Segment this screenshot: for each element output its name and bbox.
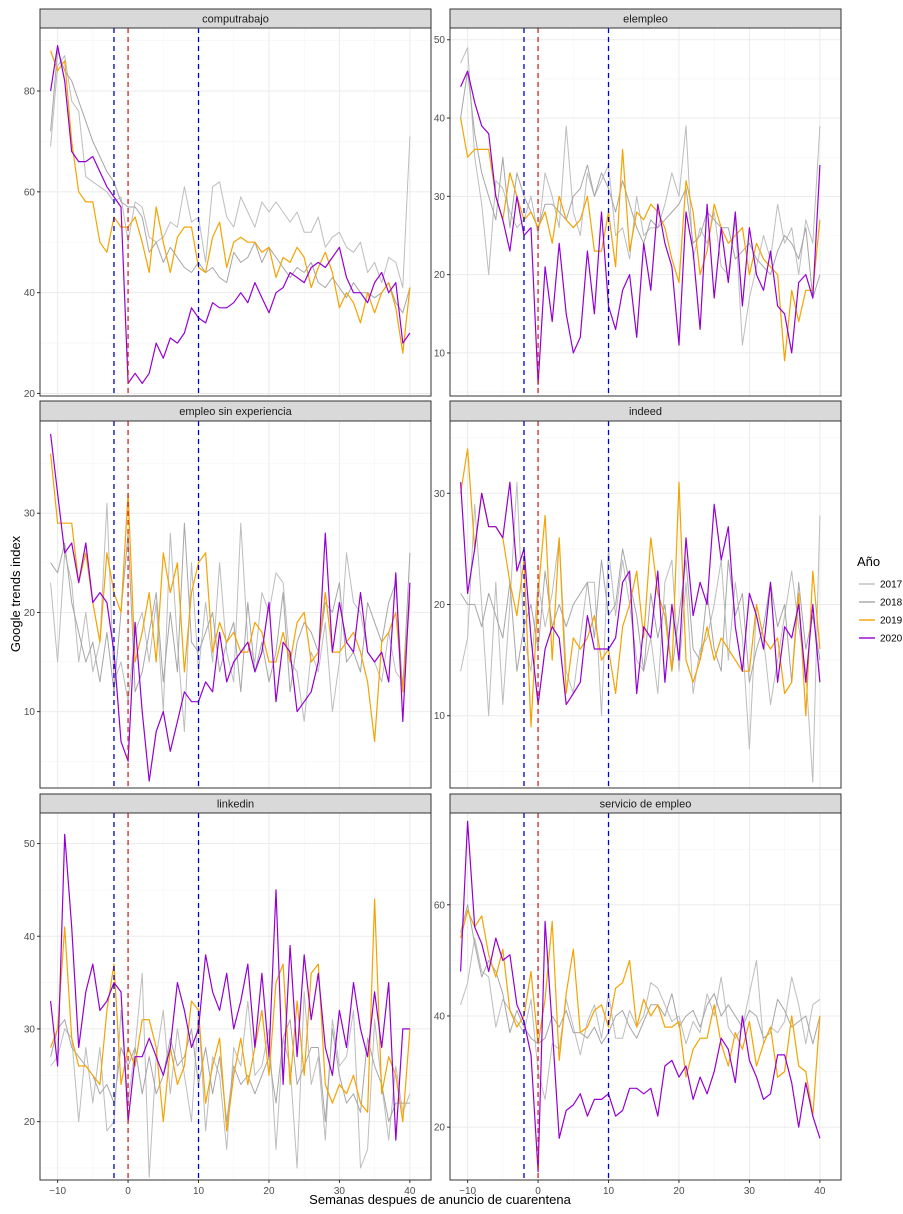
y-tick-label: 20 — [434, 1123, 446, 1134]
facet-title: indeed — [629, 406, 662, 418]
facet-title: servicio de empleo — [600, 799, 692, 811]
facet-title: elempleo — [623, 14, 668, 26]
x-tick-label: 30 — [744, 1186, 756, 1197]
panel-border — [39, 812, 432, 1181]
x-tick-label: 10 — [193, 1186, 205, 1197]
x-tick-label: 20 — [263, 1186, 275, 1197]
legend-label-2019: 2019 — [880, 616, 903, 627]
x-tick-label: 0 — [125, 1186, 131, 1197]
y-tick-label: 60 — [24, 187, 36, 198]
y-tick-label: 50 — [434, 35, 446, 46]
y-tick-label: 30 — [24, 509, 36, 520]
series-line-2018 — [460, 548, 821, 683]
x-tick-label: 30 — [334, 1186, 346, 1197]
x-tick-label: 20 — [673, 1186, 685, 1197]
y-tick-label: 60 — [434, 900, 446, 911]
series-line-2017 — [50, 55, 411, 289]
panel-computrabajo: computrabajo 20 40 60 80 — [24, 8, 432, 400]
y-tick-label: 20 — [24, 608, 36, 619]
series-line-2017 — [460, 481, 821, 783]
y-tick-label: 40 — [24, 288, 36, 299]
y-tick-label: 40 — [434, 114, 446, 125]
x-tick-label: 40 — [404, 1186, 416, 1197]
series-line-2020 — [460, 70, 821, 385]
panel-servicio-de-empleo: servicio de empleo 20 40 60 −10 0 10 20 30 40 — [434, 793, 842, 1197]
panel-border — [39, 27, 432, 397]
y-tick-label: 10 — [434, 348, 446, 359]
y-tick-label: 40 — [434, 1011, 446, 1022]
series-line-2018 — [460, 70, 821, 299]
legend-label-2017: 2017 — [880, 580, 903, 591]
y-tick-label: 20 — [24, 1117, 36, 1128]
panel-border — [449, 812, 842, 1181]
facet-title: computrabajo — [202, 14, 269, 26]
y-tick-label: 20 — [24, 389, 36, 400]
x-axis-title: Semanas despues de anuncio de cuarentena — [309, 1192, 571, 1207]
series-line-2018 — [50, 522, 411, 693]
y-tick-label: 10 — [434, 711, 446, 722]
y-tick-label: 50 — [24, 839, 36, 850]
series-line-2020 — [50, 45, 411, 384]
series-line-2019 — [50, 453, 411, 742]
series-line-2017 — [460, 937, 821, 1100]
series-line-2018 — [460, 904, 821, 1045]
x-tick-label: −10 — [459, 1186, 476, 1197]
series-line-2018 — [50, 50, 411, 314]
series-line-2019 — [460, 909, 821, 1117]
series-line-2019 — [50, 898, 411, 1132]
series-line-2020 — [460, 481, 821, 706]
y-tick-label: 30 — [434, 489, 446, 500]
x-tick-label: −10 — [49, 1186, 66, 1197]
y-tick-label: 30 — [434, 192, 446, 203]
series-line-2018 — [50, 1019, 410, 1123]
y-tick-label: 80 — [24, 87, 36, 98]
y-tick-label: 20 — [434, 600, 446, 611]
series-line-2020 — [460, 820, 821, 1173]
panel-border — [39, 420, 432, 789]
y-tick-label: 10 — [24, 707, 36, 718]
y-axis-title: Google trends index — [8, 535, 23, 652]
y-tick-label: 30 — [24, 1024, 36, 1035]
legend-label-2018: 2018 — [880, 598, 903, 609]
series-line-2020 — [50, 833, 410, 1141]
y-tick-label: 40 — [24, 932, 36, 943]
series-line-2019 — [460, 117, 821, 362]
facet-title: linkedin — [217, 799, 254, 811]
x-tick-label: 40 — [814, 1186, 826, 1197]
series-line-2019 — [50, 50, 411, 354]
panel-border — [449, 27, 842, 397]
x-tick-label: 10 — [603, 1186, 615, 1197]
legend-title: Año — [857, 554, 880, 569]
panel-indeed: indeed 10 20 30 — [434, 400, 842, 789]
panel-elempleo: elempleo 10 20 30 40 50 — [434, 8, 842, 397]
facet-title: empleo sin experiencia — [179, 406, 292, 418]
x-tick-label: 0 — [535, 1186, 541, 1197]
legend-label-2020: 2020 — [880, 634, 903, 645]
panel-linkedin: linkedin 20 30 40 50 −10 0 10 20 30 40 — [24, 793, 432, 1197]
series-line-2019 — [460, 448, 821, 728]
series-line-2017 — [50, 502, 411, 732]
y-tick-label: 20 — [434, 270, 446, 281]
series-line-2020 — [50, 433, 411, 782]
panel-empleo-sin-experiencia: empleo sin experiencia 10 20 30 — [24, 400, 432, 789]
